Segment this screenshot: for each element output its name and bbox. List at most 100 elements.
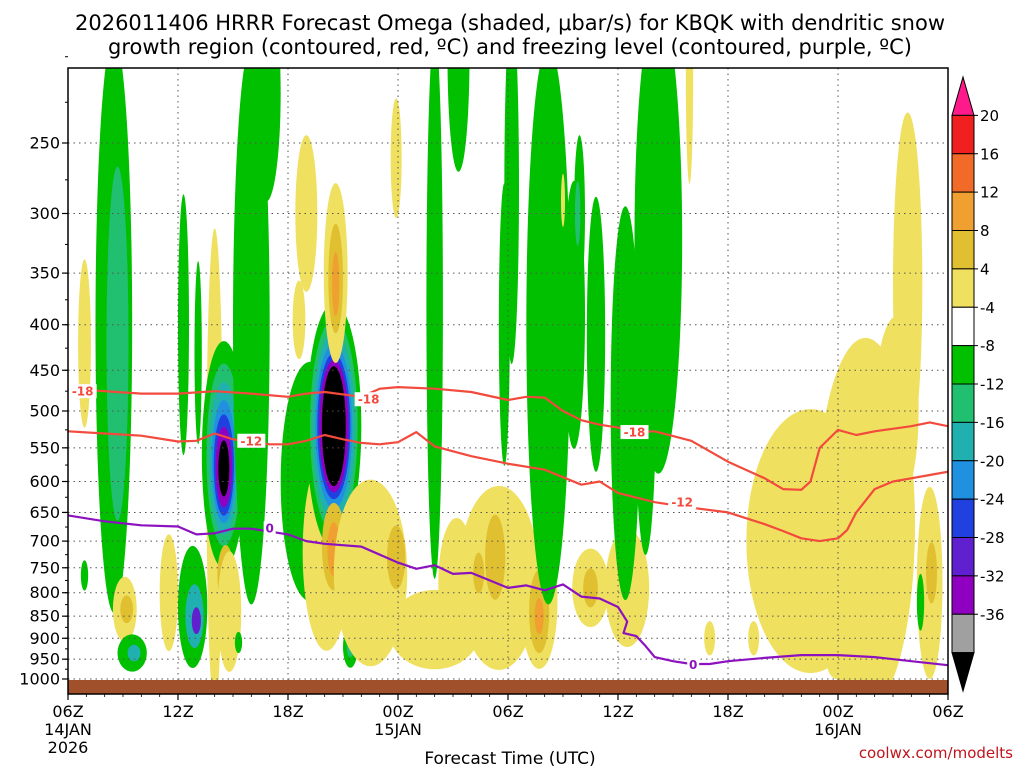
colorbar-swatch — [951, 537, 975, 577]
colorbar-swatch — [951, 306, 975, 347]
contour-label-0: 0 — [689, 658, 697, 672]
omega-cell-65 — [574, 181, 581, 246]
colorbar-label: -20 — [980, 452, 1005, 470]
omega-cell-7 — [127, 644, 141, 662]
contour-label--12: -12 — [240, 434, 262, 448]
colorbar-label: -4 — [980, 299, 995, 317]
contour-label-bg — [237, 433, 266, 448]
y-tick-label: 700 — [29, 532, 60, 551]
x-tick-date: 14JAN — [44, 720, 92, 739]
contour-label-bg — [263, 521, 276, 536]
chart-title-line-1: 2026011406 HRRR Forecast Omega (shaded, … — [75, 11, 945, 35]
y-tick-label: 250 — [29, 134, 60, 153]
contour-label--18: -18 — [72, 385, 94, 399]
colorbar-swatch — [951, 421, 975, 462]
omega-cell-49 — [390, 98, 402, 219]
y-tick-label: 950 — [29, 650, 60, 669]
omega-cell-12 — [191, 607, 201, 635]
colorbar-label: -32 — [980, 567, 1005, 585]
x-tick-year: 2026 — [48, 738, 89, 757]
omega-cell-82 — [926, 542, 937, 604]
x-tick-label: 06Z — [492, 702, 523, 721]
x-tick-label: 06Z — [52, 702, 83, 721]
omega-cell-52 — [447, 68, 470, 172]
colorbar-label: -28 — [980, 529, 1005, 547]
colorbar-swatch — [951, 460, 975, 500]
colorbar-label: 8 — [980, 222, 990, 240]
omega-cell-55 — [485, 514, 506, 600]
chart-title-line-2: growth region (contoured, red, ºC) and f… — [108, 35, 912, 59]
contour-label-bg — [354, 392, 383, 407]
omega-cell-80 — [874, 316, 919, 506]
y-tick-label: 650 — [29, 503, 60, 522]
colorbar-label: -16 — [980, 414, 1005, 432]
omega-cell-74 — [685, 68, 694, 184]
y-tick-label: 900 — [29, 629, 60, 648]
y-tick-label: 450 — [29, 361, 60, 380]
colorbar-swatch — [951, 575, 975, 615]
y-tick-label: 400 — [29, 315, 60, 334]
colorbar-label: 12 — [980, 184, 999, 202]
omega-cell-21 — [218, 440, 230, 497]
omega-cell-56 — [473, 552, 485, 594]
y-tick-label: 800 — [29, 583, 60, 602]
contour-label-bg — [668, 495, 697, 510]
omega-cell-8 — [159, 534, 178, 652]
colorbar-swatch — [951, 345, 975, 385]
contour-label--18: -18 — [358, 393, 380, 407]
x-tick-label: 18Z — [272, 702, 303, 721]
colorbar-swatch — [951, 383, 975, 423]
colorbar-label: -24 — [980, 491, 1005, 509]
y-tick-label: 850 — [29, 607, 60, 626]
colorbar-label: -8 — [980, 337, 995, 355]
omega-cell-1 — [80, 560, 89, 591]
colorbar-swatch — [951, 191, 975, 231]
colorbar-swatch — [951, 230, 975, 270]
y-tick-label: 1000 — [19, 670, 60, 689]
omega-cell-37 — [292, 280, 306, 360]
omega-cell-0 — [78, 259, 91, 428]
x-tick-label: 06Z — [932, 702, 963, 721]
contour-label--18: -18 — [624, 426, 646, 440]
omega-cell-23 — [217, 551, 242, 672]
credit-text: coolwx.com/modelts — [859, 744, 1013, 762]
y-tick-label: 600 — [29, 472, 60, 491]
colorbar-swatch — [951, 498, 975, 538]
colorbar-label: 16 — [980, 145, 999, 163]
omega-cell-35 — [321, 366, 346, 487]
omega-cell-13 — [194, 261, 202, 445]
omega-cell-66 — [561, 173, 565, 228]
omega-cell-75 — [704, 621, 716, 656]
contour-label-0: 0 — [265, 522, 273, 536]
contour-label--12: -12 — [671, 496, 693, 510]
colorbar-swatch — [951, 268, 975, 308]
colorbar-swatch — [951, 613, 975, 654]
omega-cell-61 — [534, 597, 544, 635]
colorbar-label: 4 — [980, 260, 990, 278]
x-tick-label: 12Z — [162, 702, 193, 721]
colorbar-top-arrow — [951, 75, 975, 116]
colorbar-label: 20 — [980, 107, 999, 125]
colorbar-swatch — [951, 153, 975, 193]
omega-cell-76 — [748, 621, 760, 656]
omega-cell-62 — [526, 68, 571, 605]
contour-label-bg — [687, 657, 700, 672]
x-tick-label: 12Z — [602, 702, 633, 721]
y-tick-label: 750 — [29, 558, 60, 577]
terrain-ground-bar — [68, 680, 948, 694]
contour-line--18b — [654, 421, 948, 491]
contour-line-0 — [68, 514, 948, 667]
y-tick-label: 350 — [29, 264, 60, 283]
x-tick-date: 16JAN — [814, 720, 862, 739]
contour-label-bg — [68, 384, 97, 399]
colorbar-swatch — [951, 114, 975, 155]
x-tick-label: 00Z — [382, 702, 413, 721]
y-tick-label: 550 — [29, 438, 60, 457]
colorbar-label: -12 — [980, 376, 1005, 394]
omega-cell-41 — [332, 251, 340, 317]
colorbar-label: -36 — [980, 606, 1005, 624]
y-tick-label: 300 — [29, 204, 60, 223]
omega-cell-48 — [387, 525, 406, 590]
omega-cell-36 — [295, 135, 318, 292]
